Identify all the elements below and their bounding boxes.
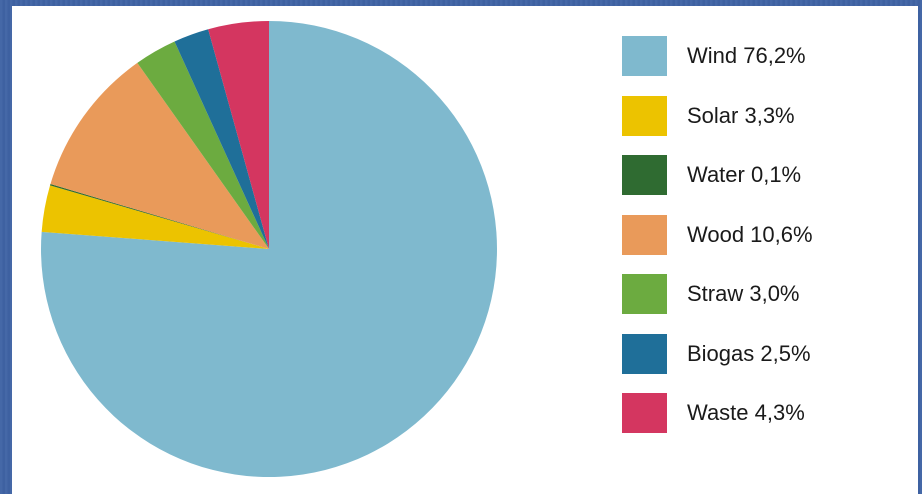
legend-item-straw: Straw 3,0% bbox=[622, 274, 813, 314]
legend-swatch-waste bbox=[622, 393, 667, 433]
pie-slice-wind bbox=[41, 21, 498, 478]
legend-item-wood: Wood 10,6% bbox=[622, 214, 813, 255]
legend-label-wood: Wood 10,6% bbox=[687, 221, 813, 247]
pie-slice-straw bbox=[137, 41, 269, 249]
legend: Wind 76,2% Solar 3,3% Water 0,1% Wood 10… bbox=[622, 36, 813, 453]
chart-panel: Wind 76,2% Solar 3,3% Water 0,1% Wood 10… bbox=[12, 6, 918, 494]
legend-swatch-biogas bbox=[622, 333, 667, 374]
legend-label-solar: Solar 3,3% bbox=[687, 102, 795, 128]
pie-slice-solar bbox=[41, 185, 270, 249]
legend-swatch-solar bbox=[622, 95, 667, 136]
legend-item-wind: Wind 76,2% bbox=[622, 36, 813, 76]
legend-label-water: Water 0,1% bbox=[687, 162, 802, 187]
legend-item-water: Water 0,1% bbox=[622, 155, 813, 195]
pie-chart bbox=[41, 21, 498, 478]
legend-swatch-wood bbox=[622, 214, 667, 255]
pie-slice-water bbox=[50, 184, 269, 249]
pie-slice-wood bbox=[50, 62, 270, 250]
legend-item-solar: Solar 3,3% bbox=[622, 95, 813, 136]
legend-swatch-water bbox=[622, 155, 667, 195]
legend-swatch-wind bbox=[622, 36, 667, 76]
pie-slice-biogas bbox=[174, 29, 269, 249]
legend-label-straw: Straw 3,0% bbox=[687, 281, 800, 306]
legend-item-biogas: Biogas 2,5% bbox=[622, 333, 813, 374]
legend-swatch-straw bbox=[622, 274, 667, 314]
legend-label-waste: Waste 4,3% bbox=[687, 400, 805, 425]
legend-label-wind: Wind 76,2% bbox=[687, 43, 806, 68]
pie-slice-waste bbox=[208, 21, 269, 249]
legend-label-biogas: Biogas 2,5% bbox=[687, 340, 811, 366]
legend-item-waste: Waste 4,3% bbox=[622, 393, 813, 433]
